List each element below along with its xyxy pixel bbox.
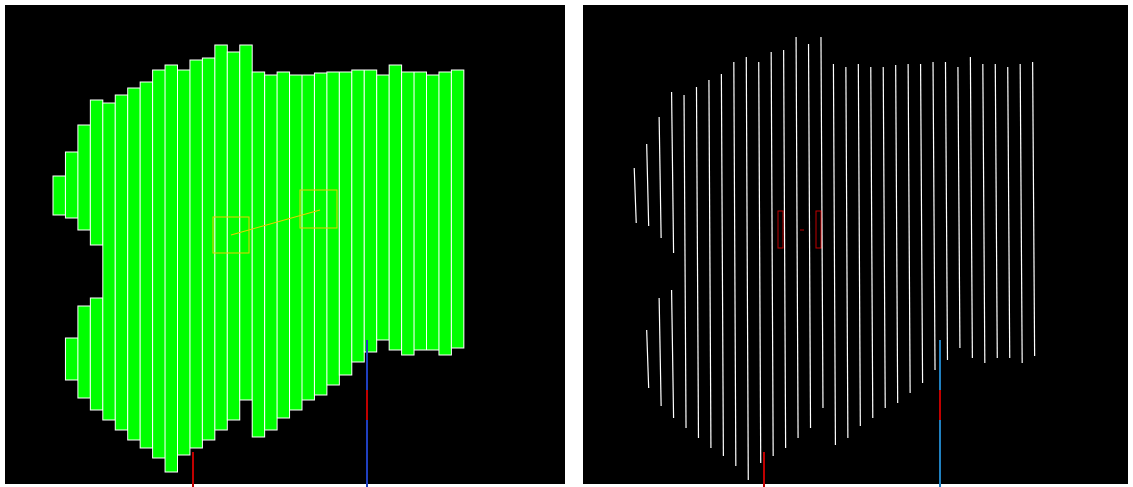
slab	[65, 152, 77, 218]
slab	[339, 72, 351, 375]
slab	[302, 75, 314, 400]
slab	[439, 72, 451, 355]
slab	[53, 176, 65, 215]
slab	[252, 72, 264, 437]
right-viewport	[583, 5, 1128, 484]
slab	[178, 70, 190, 455]
slab	[165, 65, 177, 472]
slab	[352, 70, 364, 362]
slab	[314, 73, 326, 395]
slab	[227, 52, 239, 420]
slab	[115, 95, 127, 430]
slab	[427, 75, 439, 350]
screenshot	[0, 0, 1133, 487]
slab	[103, 103, 115, 420]
slab	[377, 75, 389, 340]
slab	[265, 75, 277, 430]
slab	[190, 60, 202, 448]
slab	[215, 45, 227, 430]
slab	[65, 338, 77, 380]
slab	[402, 72, 414, 355]
slab	[240, 45, 252, 400]
slab	[364, 70, 376, 352]
slab	[277, 72, 289, 418]
slab	[389, 65, 401, 350]
slab	[153, 70, 165, 458]
slab	[90, 298, 102, 410]
slab	[290, 75, 302, 410]
slab	[451, 70, 463, 348]
slab	[78, 125, 90, 230]
slab	[78, 306, 90, 398]
slab	[128, 88, 140, 440]
slab	[90, 100, 102, 245]
slab	[140, 82, 152, 448]
slab	[414, 72, 426, 350]
